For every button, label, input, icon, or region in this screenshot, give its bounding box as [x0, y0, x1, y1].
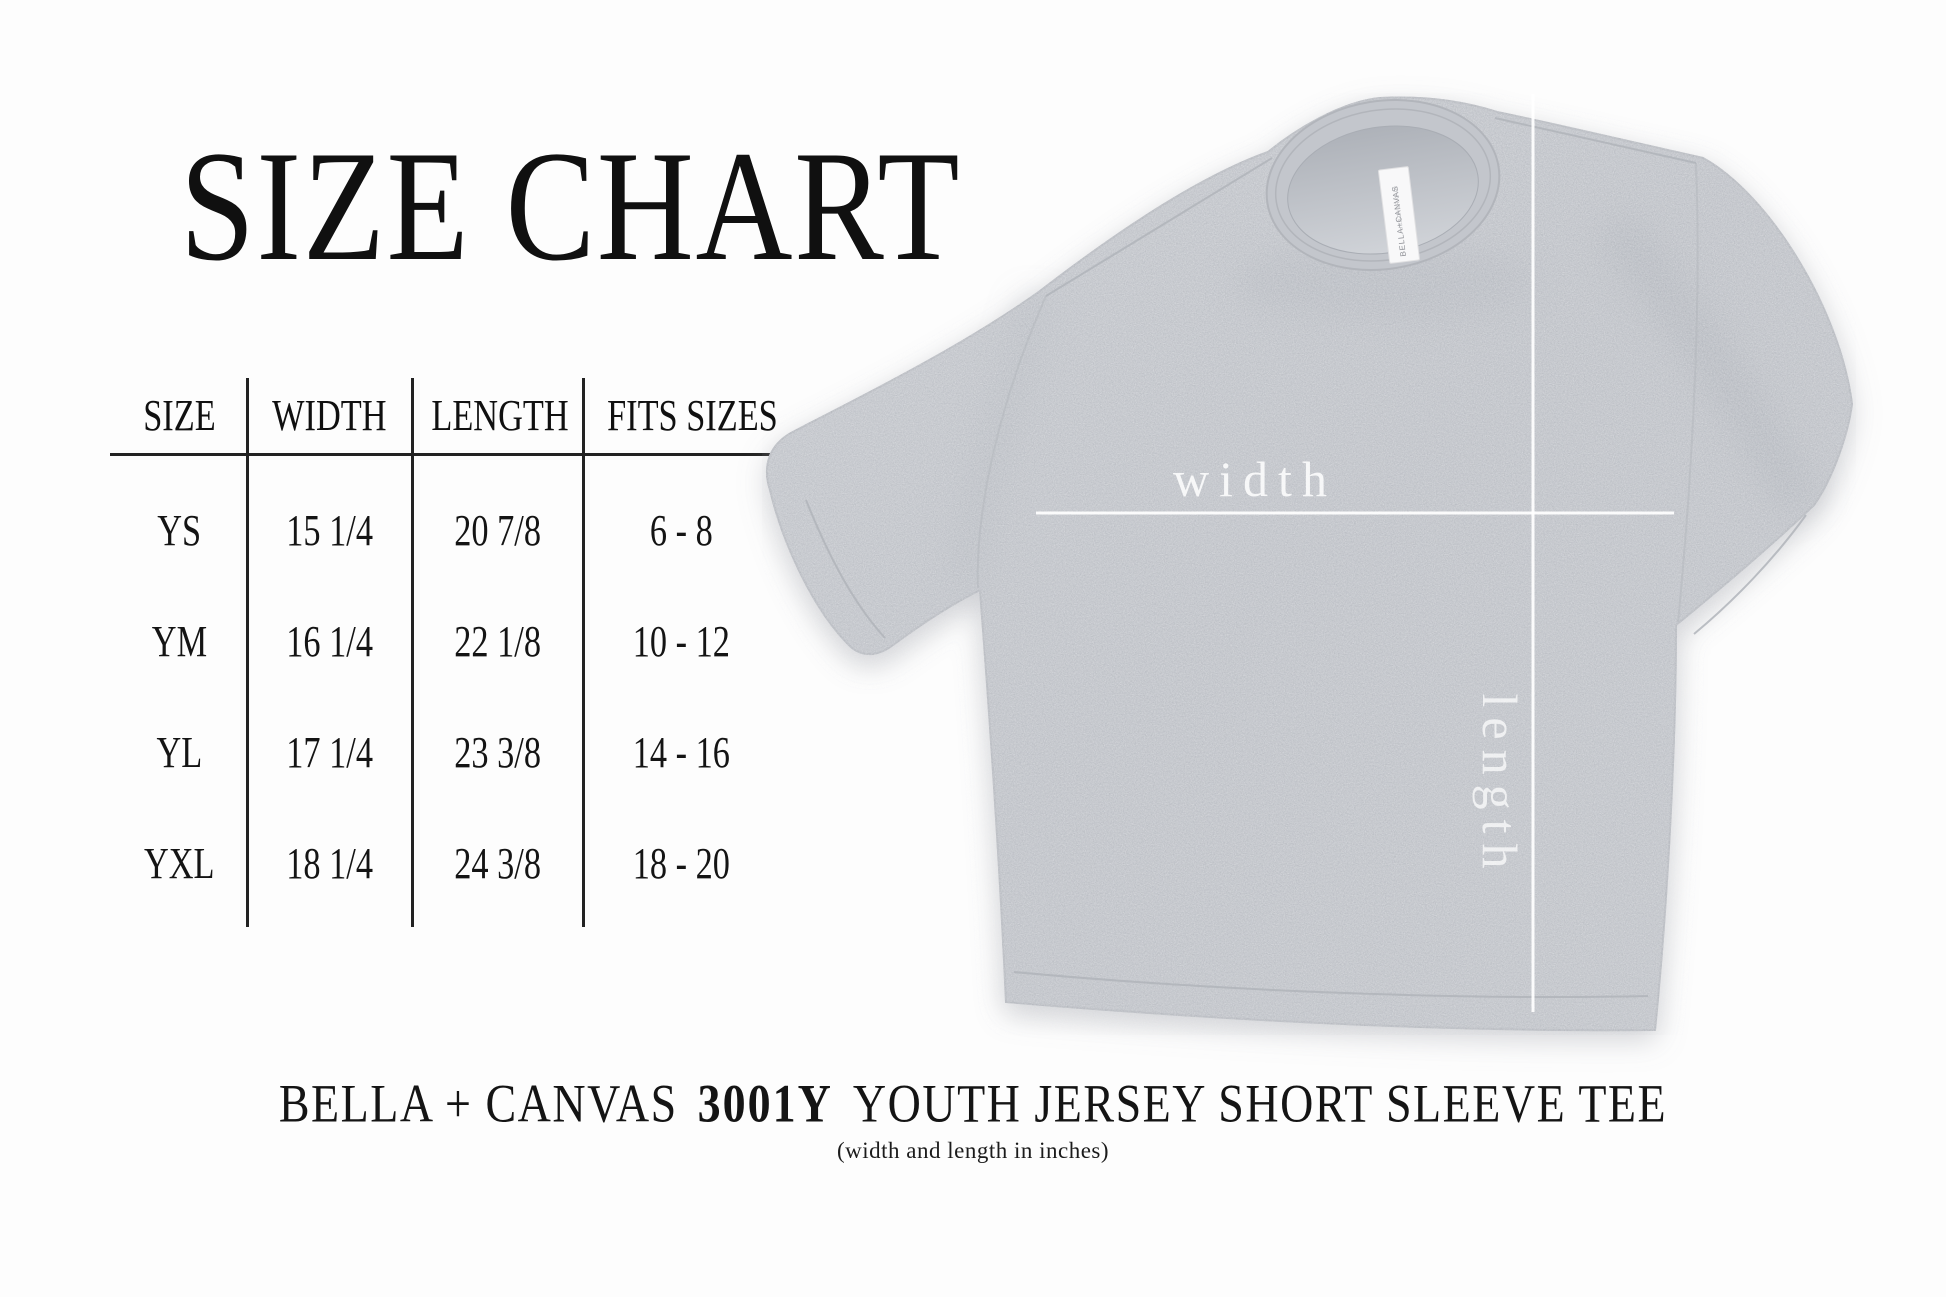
- table-column-divider: [582, 378, 585, 927]
- cell-size: YM: [112, 616, 247, 667]
- tag-fabric-text: HEATHER CVC: [1393, 185, 1405, 231]
- cell-fits: 14 - 16: [583, 727, 780, 778]
- page-title-text: SIZE CHART: [180, 119, 962, 294]
- table-row: YXL 18 1/4 24 3/8 18 - 20: [112, 808, 780, 919]
- size-value: YXL: [144, 839, 215, 888]
- cell-width: 17 1/4: [247, 727, 412, 778]
- cell-size: YXL: [112, 838, 247, 889]
- cell-fits: 18 - 20: [583, 838, 780, 889]
- fits-value: 10 - 12: [632, 617, 731, 666]
- length-value: 23 3/8: [454, 728, 541, 777]
- fits-value: 18 - 20: [632, 839, 731, 888]
- cell-fits: 6 - 8: [583, 505, 780, 556]
- size-value: YS: [157, 506, 202, 555]
- table-row: YL 17 1/4 23 3/8 14 - 16: [112, 697, 780, 808]
- fits-value: 14 - 16: [632, 728, 731, 777]
- page-title: SIZE CHART: [180, 128, 1099, 286]
- size-table: SIZE WIDTH LENGTH FITS SIZES YS 15 1/4 2…: [110, 378, 782, 927]
- units-note: (width and length in inches): [836, 1138, 1110, 1163]
- cell-length: 23 3/8: [412, 727, 583, 778]
- model-number: 3001Y: [697, 1073, 833, 1134]
- product-caption-text: BELLA + CANVAS 3001Y YOUTH JERSEY SHORT SL…: [279, 1072, 1667, 1135]
- table-column-divider: [411, 378, 414, 927]
- width-value: 16 1/4: [286, 617, 373, 666]
- care-tag: BELLA+CANVAS HEATHER CVC: [1378, 166, 1420, 264]
- column-header-fits-label: FITS SIZES: [607, 391, 778, 440]
- column-header-size: SIZE: [112, 390, 247, 441]
- table-row: YS 15 1/4 20 7/8 6 - 8: [112, 475, 780, 586]
- table-header-divider: [110, 453, 782, 456]
- cell-width: 16 1/4: [247, 616, 412, 667]
- cell-size: YS: [112, 505, 247, 556]
- stitching-lines: [805, 117, 1807, 998]
- table-column-divider: [246, 378, 249, 927]
- table-body: YS 15 1/4 20 7/8 6 - 8 YM 16 1/4 22 1/8 …: [112, 453, 780, 919]
- column-header-size-label: SIZE: [143, 391, 216, 440]
- table-header-row: SIZE WIDTH LENGTH FITS SIZES: [112, 378, 780, 453]
- column-header-length: LENGTH: [412, 390, 583, 441]
- width-value: 15 1/4: [286, 506, 373, 555]
- cell-fits: 10 - 12: [583, 616, 780, 667]
- cell-length: 24 3/8: [412, 838, 583, 889]
- cell-length: 20 7/8: [412, 505, 583, 556]
- brand-name: BELLA + CANVAS: [278, 1073, 678, 1134]
- length-value: 20 7/8: [454, 506, 541, 555]
- length-value: 24 3/8: [454, 839, 541, 888]
- column-header-width: WIDTH: [247, 390, 412, 441]
- column-header-fits: FITS SIZES: [583, 390, 780, 441]
- size-value: YM: [151, 617, 208, 666]
- size-value: YL: [156, 728, 203, 777]
- cell-size: YL: [112, 727, 247, 778]
- width-value: 17 1/4: [286, 728, 373, 777]
- length-value: 22 1/8: [454, 617, 541, 666]
- table-row: YM 16 1/4 22 1/8 10 - 12: [112, 586, 780, 697]
- product-name: YOUTH JERSEY SHORT SLEEVE TEE: [852, 1073, 1668, 1134]
- cell-width: 15 1/4: [247, 505, 412, 556]
- product-caption: BELLA + CANVAS 3001Y YOUTH JERSEY SHORT SL…: [0, 1072, 1946, 1133]
- column-header-width-label: WIDTH: [272, 391, 387, 440]
- fits-value: 6 - 8: [650, 506, 713, 555]
- column-header-length-label: LENGTH: [431, 391, 569, 440]
- cell-width: 18 1/4: [247, 838, 412, 889]
- cell-length: 22 1/8: [412, 616, 583, 667]
- width-value: 18 1/4: [286, 839, 373, 888]
